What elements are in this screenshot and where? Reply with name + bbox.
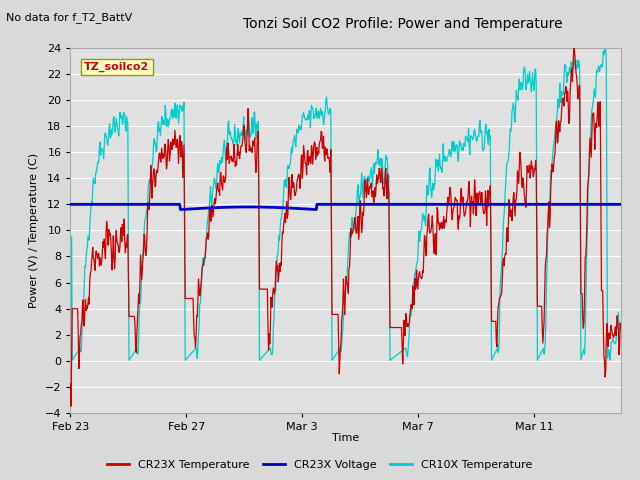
Y-axis label: Power (V) / Temperature (C): Power (V) / Temperature (C) — [29, 153, 39, 308]
Text: No data for f_T2_BattV: No data for f_T2_BattV — [6, 12, 132, 23]
Text: Tonzi Soil CO2 Profile: Power and Temperature: Tonzi Soil CO2 Profile: Power and Temper… — [243, 17, 563, 31]
X-axis label: Time: Time — [332, 433, 359, 443]
Text: TZ_soilco2: TZ_soilco2 — [84, 62, 149, 72]
Legend: CR23X Temperature, CR23X Voltage, CR10X Temperature: CR23X Temperature, CR23X Voltage, CR10X … — [103, 456, 537, 474]
